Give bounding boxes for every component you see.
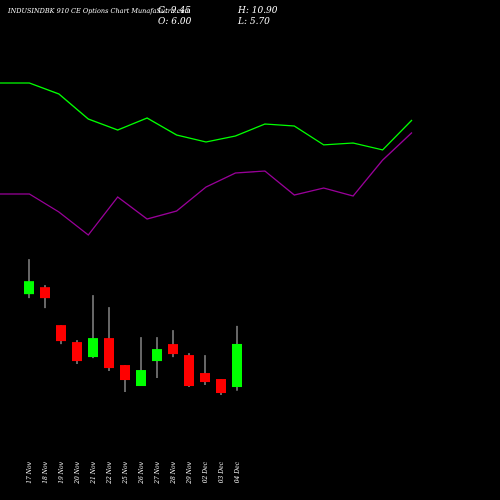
x-tick-label: 26 Nov [138, 461, 145, 484]
candle-body [24, 281, 34, 295]
ohlc-label: C: 9.45 [158, 6, 191, 16]
candle-body [200, 373, 210, 383]
line [0, 132, 413, 236]
candle-body [232, 343, 242, 388]
candle-body [184, 355, 194, 387]
ohlc-label: O: 6.00 [158, 17, 192, 27]
x-tick-label: 29 Nov [186, 461, 193, 484]
x-tick-label: 17 Nov [26, 461, 33, 483]
candle-body [136, 370, 146, 387]
candle-body [88, 338, 98, 358]
x-tick-label: 25 Nov [122, 461, 129, 484]
ohlc-label: H: 10.90 [237, 6, 278, 16]
candle-body [216, 379, 226, 394]
chart-title: INDUSINDBK 910 CE Options Chart MunafaSu… [7, 7, 191, 15]
line [0, 82, 413, 151]
x-tick-label: 04 Dec [234, 461, 241, 483]
x-tick-label: 02 Dec [202, 461, 209, 483]
x-tick-label: 19 Nov [58, 461, 65, 483]
x-tick-label: 18 Nov [42, 461, 49, 483]
candle-body [56, 325, 66, 342]
x-tick-label: 27 Nov [154, 461, 161, 484]
candle-body [72, 342, 82, 362]
x-tick-label: 20 Nov [74, 461, 81, 484]
candle-body [152, 349, 162, 362]
x-tick-label: 21 Nov [90, 461, 97, 484]
candle-body [168, 344, 178, 355]
candle-body [104, 338, 114, 369]
candle-body [40, 287, 50, 299]
candle-body [120, 365, 130, 381]
x-tick-label: 28 Nov [170, 461, 177, 484]
ohlc-label: L: 5.70 [237, 17, 270, 27]
x-tick-label: 22 Nov [106, 461, 113, 484]
x-tick-label: 03 Dec [218, 461, 225, 483]
